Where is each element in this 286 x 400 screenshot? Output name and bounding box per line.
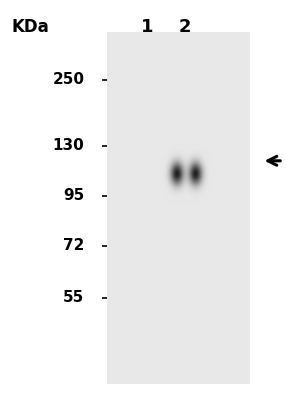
Bar: [107, 32, 250, 384]
Text: 55: 55: [63, 290, 84, 306]
Text: 130: 130: [53, 138, 84, 154]
Text: 1: 1: [141, 18, 154, 36]
Text: KDa: KDa: [11, 18, 49, 36]
Text: 95: 95: [63, 188, 84, 204]
Text: 2: 2: [178, 18, 191, 36]
Text: 250: 250: [52, 72, 84, 88]
Text: 72: 72: [63, 238, 84, 254]
